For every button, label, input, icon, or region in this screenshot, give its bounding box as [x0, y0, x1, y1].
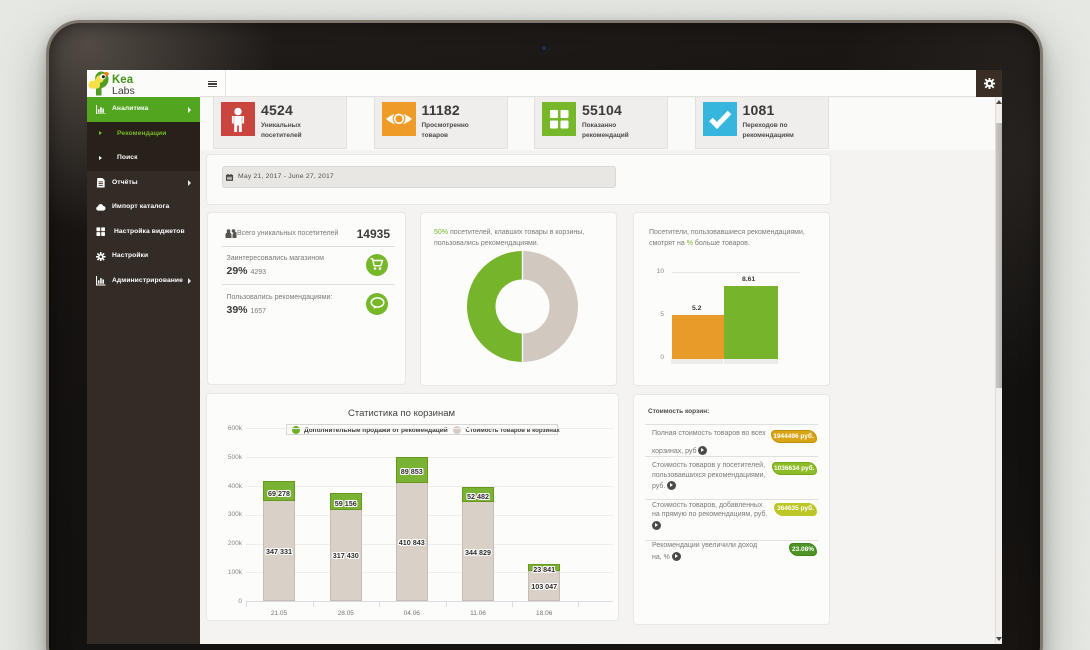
svg-text:Kea: Kea [112, 74, 134, 86]
svg-text:Labs: Labs [112, 85, 135, 97]
